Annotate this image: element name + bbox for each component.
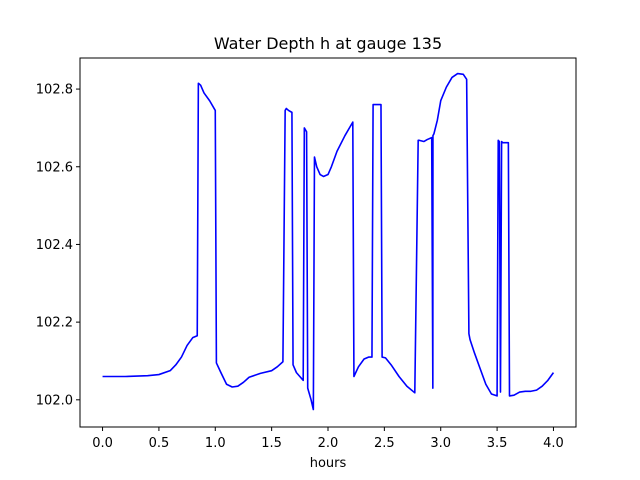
x-tick-label: 3.0 [430, 436, 451, 451]
x-tick-label: 4.0 [543, 436, 564, 451]
y-tick-label: 102.8 [36, 83, 73, 98]
x-tick-label: 1.5 [261, 436, 282, 451]
y-tick-label: 102.4 [36, 238, 73, 253]
x-tick-label: 2.0 [318, 436, 339, 451]
y-tick-label: 102.0 [36, 393, 73, 408]
x-axis-label: hours [310, 456, 347, 471]
x-tick-label: 3.5 [487, 436, 508, 451]
x-tick-label: 2.5 [374, 436, 395, 451]
x-tick-label: 1.0 [205, 436, 226, 451]
y-tick-label: 102.2 [36, 316, 73, 331]
x-tick-label: 0.5 [149, 436, 170, 451]
y-tick-label: 102.6 [36, 160, 73, 175]
x-tick-label: 0.0 [92, 436, 113, 451]
chart-title: Water Depth h at gauge 135 [214, 34, 442, 53]
